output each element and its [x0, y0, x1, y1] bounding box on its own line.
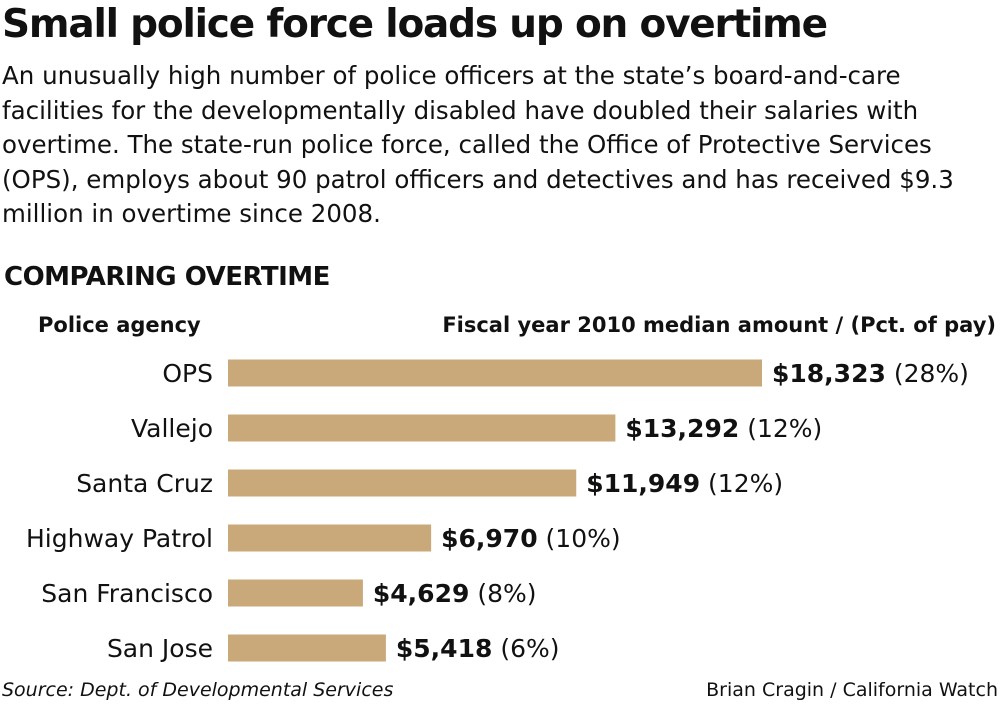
- value-label-san-jose: $5,418 (6%): [396, 634, 560, 663]
- section-title: COMPARING OVERTIME: [4, 262, 330, 292]
- column-header-agency: Police agency: [38, 313, 201, 337]
- category-label-san-jose: San Jose: [107, 634, 213, 663]
- bar-vallejo: [228, 414, 616, 442]
- category-label-santa-cruz: Santa Cruz: [76, 469, 213, 498]
- category-label-vallejo: Vallejo: [131, 414, 213, 443]
- pct-label: (6%): [492, 634, 559, 663]
- amount-label: $6,970: [441, 524, 537, 553]
- pct-label: (12%): [739, 414, 822, 443]
- amount-label: $13,292: [625, 414, 739, 443]
- value-label-vallejo: $13,292 (12%): [625, 414, 822, 443]
- category-label-ops: OPS: [162, 359, 213, 388]
- pct-label: (10%): [538, 524, 621, 553]
- bar-ops: [228, 359, 762, 387]
- category-label-highway-patrol: Highway Patrol: [26, 524, 213, 553]
- amount-label: $18,323: [772, 359, 886, 388]
- bar-highway-patrol: [228, 524, 432, 552]
- pct-label: (8%): [469, 579, 536, 608]
- amount-label: $11,949: [586, 469, 700, 498]
- headline: Small police force loads up on overtime: [2, 2, 828, 47]
- value-label-san-francisco: $4,629 (8%): [373, 579, 537, 608]
- bar-santa-cruz: [228, 469, 577, 497]
- bar-san-jose: [228, 634, 386, 662]
- amount-label: $5,418: [396, 634, 492, 663]
- value-label-ops: $18,323 (28%): [772, 359, 969, 388]
- value-label-santa-cruz: $11,949 (12%): [586, 469, 783, 498]
- intro-text: An unusually high number of police offic…: [2, 61, 954, 229]
- column-header-amount: Fiscal year 2010 median amount / (Pct. o…: [442, 313, 996, 337]
- credit-line: Brian Cragin / California Watch: [706, 679, 998, 701]
- overtime-bar-chart: OPS $18,323 (28%) Vallejo $13,292 (12%) Sant…: [26, 359, 969, 663]
- category-label-san-francisco: San Francisco: [41, 579, 213, 608]
- pct-label: (28%): [886, 359, 969, 388]
- value-label-highway-patrol: $6,970 (10%): [441, 524, 621, 553]
- pct-label: (12%): [700, 469, 783, 498]
- source-note: Source: Dept. of Developmental Services: [2, 679, 394, 701]
- amount-label: $4,629: [373, 579, 469, 608]
- bar-san-francisco: [228, 579, 363, 607]
